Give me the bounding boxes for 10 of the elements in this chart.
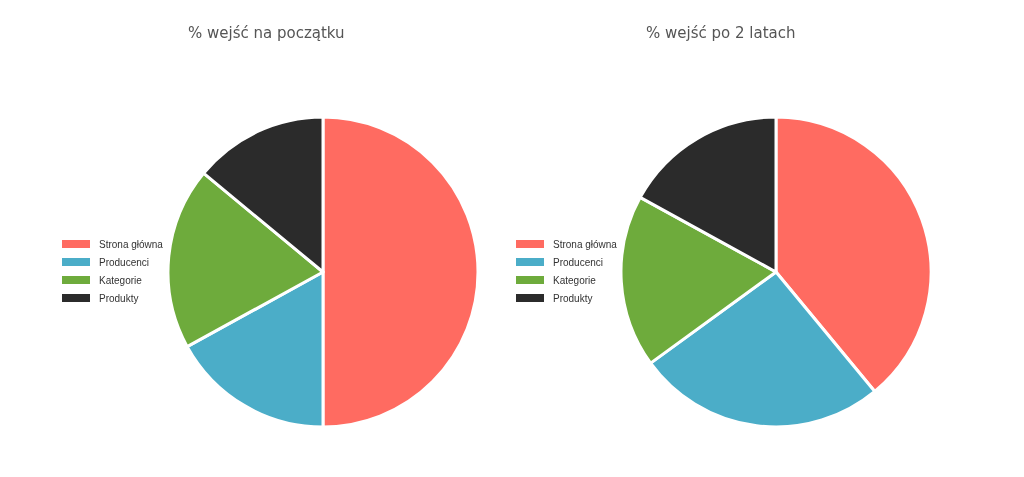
legend-label: Produkty [99,293,139,304]
chart-title: % wejść po 2 latach [646,24,796,42]
chart-title: % wejść na początku [188,24,345,42]
legend-label: Producenci [553,257,604,268]
legend-label: Kategorie [99,275,143,286]
legend-label: Produkty [553,293,593,304]
legend-label: Strona główna [553,239,618,250]
legend-label: Kategorie [553,275,597,286]
legend-label: Producenci [99,257,150,268]
legend-label: Strona główna [99,239,164,250]
